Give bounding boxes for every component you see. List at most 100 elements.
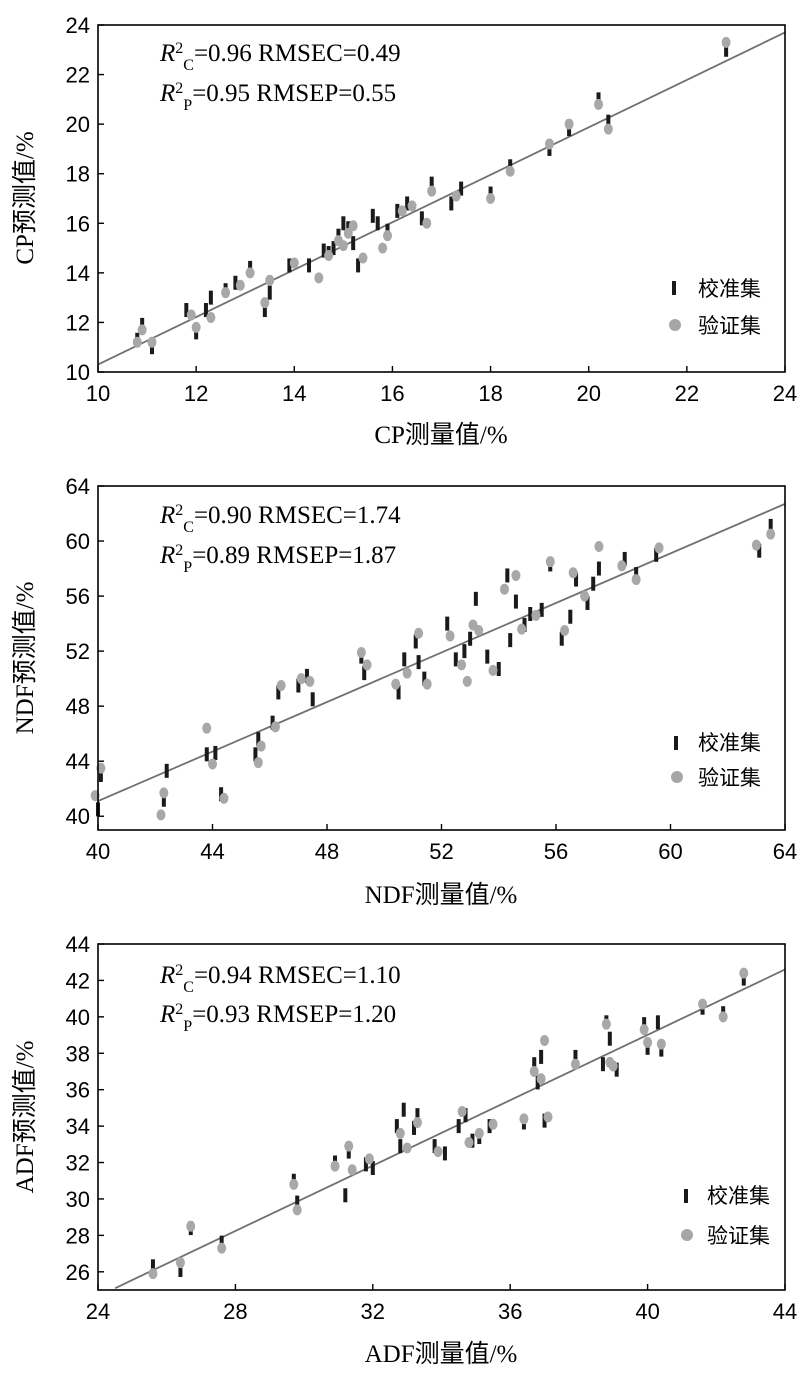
adf-x-tick-label: 36	[498, 1299, 522, 1324]
ndf-calibration-point	[505, 568, 510, 583]
adf-calibration-point	[432, 1139, 437, 1154]
ndf-r2c-value: =0.90 RMSEC=1.74	[194, 502, 401, 529]
cp-validation-point	[603, 123, 613, 135]
cp-legend: 校准集 验证集	[669, 277, 761, 338]
adf-legend-validation-label: 验证集	[707, 1224, 770, 1248]
adf-r2c-sub: C	[183, 979, 194, 996]
ndf-r2p-stat: R2P=0.89 RMSEP=1.87	[159, 542, 396, 576]
cp-calibration-point	[321, 243, 326, 258]
cp-calibration-point	[341, 216, 346, 231]
adf-ticks: 24 28 32 36 40 44 26 28 30 32 34 36 38 40 42 44	[66, 932, 798, 1324]
ndf-calibration-point	[213, 745, 218, 760]
ndf-validation-point	[462, 675, 472, 687]
cp-x-tick-label: 12	[184, 381, 208, 406]
adf-y-tick-label: 28	[66, 1223, 90, 1248]
ndf-calibration-point	[568, 609, 573, 624]
cp-r2p-sup: 2	[175, 80, 183, 97]
adf-validation-point	[402, 1142, 412, 1154]
cp-validation-point	[343, 227, 353, 239]
adf-calibration-point	[614, 1062, 619, 1077]
adf-validation-point	[739, 967, 749, 979]
ndf-validation-point	[414, 627, 424, 639]
ndf-validation-point	[402, 667, 412, 679]
cp-x-tick-label: 24	[773, 381, 797, 406]
ndf-calibration-point	[462, 644, 467, 659]
ndf-calibration-point	[513, 594, 518, 609]
cp-validation-point	[348, 220, 358, 232]
cp-plot-area	[97, 31, 786, 366]
adf-validation-point	[536, 1073, 546, 1085]
adf-y-tick-label: 32	[66, 1151, 90, 1176]
cp-calibration-point	[429, 176, 434, 191]
adf-calibration-point	[456, 1119, 461, 1134]
ndf-ticks: 40 44 48 52 56 60 64 40 44 48 52 56 60 64	[66, 474, 798, 864]
ndf-calibration-point	[591, 576, 596, 591]
ndf-calibration-point	[473, 591, 478, 606]
ndf-validation-point	[156, 809, 166, 821]
ndf-calibration-point	[161, 792, 166, 807]
ndf-r2c-sub: C	[183, 519, 194, 536]
adf-r2c-sup: 2	[175, 962, 183, 979]
ndf-validation-point	[208, 758, 217, 770]
ndf-legend: 校准集 验证集	[671, 731, 761, 790]
ndf-legend-validation-marker	[671, 771, 683, 783]
ndf-validation-point	[488, 664, 498, 676]
ndf-regression-line	[97, 503, 786, 802]
ndf-x-tick-label: 64	[773, 839, 797, 864]
ndf-plot-area	[90, 503, 786, 821]
cp-y-tick-label: 22	[66, 63, 90, 88]
adf-validation-point	[186, 1220, 196, 1232]
ndf-validation-point	[445, 630, 455, 642]
cp-x-tick-label: 18	[478, 381, 502, 406]
adf-calibration-point	[573, 1049, 578, 1064]
adf-validation-point	[395, 1127, 405, 1139]
adf-x-tick-label: 24	[86, 1299, 110, 1324]
adf-calibration-point	[415, 1108, 420, 1123]
adf-validation-point	[698, 998, 708, 1010]
cp-validation-point	[427, 185, 437, 197]
cp-y-tick-label: 16	[66, 211, 90, 236]
cp-calibration-point	[208, 290, 213, 305]
adf-validation-point	[474, 1127, 484, 1139]
ndf-validation-point	[256, 740, 266, 752]
adf-y-tick-label: 42	[66, 968, 90, 993]
ndf-legend-calibration-marker	[674, 736, 678, 750]
ndf-calibration-point	[528, 606, 533, 621]
adf-validation-point	[148, 1268, 158, 1280]
cp-validation-point	[358, 252, 368, 264]
cp-validation-point	[245, 267, 255, 279]
ndf-calibration-point	[654, 547, 659, 562]
adf-validation-point	[464, 1136, 474, 1148]
cp-calibration-point	[375, 216, 380, 231]
cp-validation-point	[422, 217, 432, 229]
cp-calibration-point	[184, 303, 189, 318]
ndf-validation-point	[751, 539, 761, 551]
adf-calibration-point	[532, 1057, 537, 1072]
cp-validation-point	[147, 336, 157, 348]
adf-calibration-point	[655, 1015, 660, 1030]
ndf-x-tick-label: 40	[86, 839, 110, 864]
ndf-r2p-value: =0.89 RMSEP=1.87	[192, 542, 396, 569]
adf-validation-point	[570, 1058, 580, 1070]
ndf-x-tick-label: 56	[544, 839, 568, 864]
ndf-validation-point	[654, 542, 664, 554]
ndf-calibration-point	[496, 662, 501, 677]
ndf-validation-point	[422, 678, 432, 690]
adf-legend-calibration-marker	[684, 1189, 688, 1203]
adf-validation-point	[540, 1035, 550, 1047]
ndf-x-tick-label: 44	[200, 839, 224, 864]
ndf-x-tick-label: 60	[658, 839, 682, 864]
ndf-validation-point	[356, 646, 366, 658]
ndf-calibration-point	[296, 678, 301, 693]
adf-validation-point	[529, 1065, 539, 1077]
adf-plot-frame	[97, 943, 786, 1291]
adf-validation-point	[656, 1038, 666, 1050]
cp-validation-point	[451, 190, 461, 202]
adf-y-tick-label: 40	[66, 1005, 90, 1030]
ndf-validation-point	[253, 757, 263, 769]
ndf-y-tick-label: 40	[66, 804, 90, 829]
adf-validation-point	[175, 1257, 185, 1269]
cp-validation-point	[407, 200, 417, 212]
ndf-validation-point	[617, 560, 627, 572]
